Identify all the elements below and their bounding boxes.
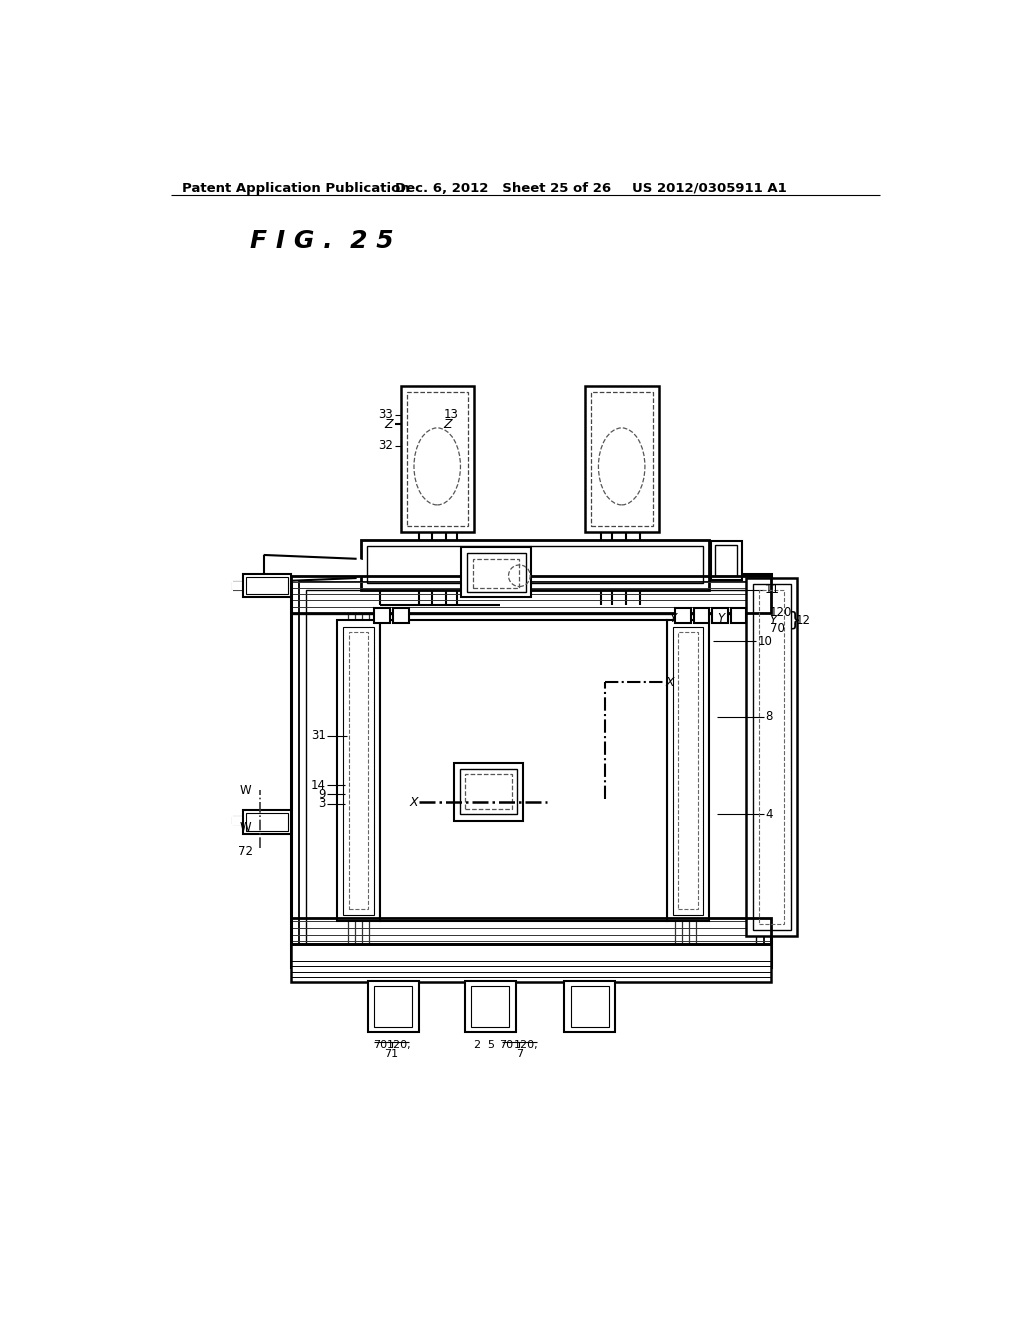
Text: Z: Z: [443, 417, 452, 430]
Bar: [337, 620, 380, 921]
Text: }: }: [788, 611, 801, 630]
Bar: [570, 986, 608, 1027]
Bar: [711, 541, 741, 579]
Text: Y: Y: [669, 612, 676, 626]
Text: 14: 14: [310, 779, 326, 792]
Bar: [360, 540, 710, 590]
Bar: [393, 609, 409, 623]
Polygon shape: [380, 590, 500, 605]
Bar: [471, 986, 509, 1027]
Bar: [400, 385, 474, 532]
Text: F I G .  2 5: F I G . 2 5: [251, 230, 394, 253]
Text: 120,: 120,: [514, 1040, 539, 1049]
Bar: [291, 576, 771, 612]
Bar: [592, 392, 652, 525]
Bar: [667, 620, 710, 921]
Bar: [675, 609, 690, 623]
Bar: [586, 385, 658, 532]
Text: 9: 9: [318, 788, 326, 801]
Text: 2: 2: [473, 1040, 480, 1049]
Text: 70: 70: [373, 1040, 387, 1049]
Text: 70: 70: [770, 622, 784, 635]
Bar: [291, 574, 771, 966]
Bar: [564, 981, 614, 1032]
Bar: [343, 627, 374, 915]
Bar: [291, 944, 771, 982]
Bar: [759, 590, 784, 924]
Polygon shape: [232, 582, 291, 594]
Text: W: W: [240, 821, 252, 834]
Text: Z: Z: [384, 417, 393, 430]
Bar: [460, 770, 517, 814]
Text: 13: 13: [443, 408, 459, 421]
Bar: [673, 627, 703, 915]
Text: Y: Y: [717, 612, 724, 626]
Text: 11: 11: [765, 583, 780, 597]
Bar: [291, 917, 771, 944]
Bar: [454, 763, 523, 821]
Bar: [731, 609, 746, 623]
Text: Patent Application Publication: Patent Application Publication: [182, 182, 410, 194]
Text: X: X: [410, 796, 418, 809]
Bar: [369, 981, 419, 1032]
Text: X: X: [665, 676, 674, 689]
Bar: [407, 392, 468, 525]
Bar: [243, 574, 291, 598]
Bar: [246, 577, 288, 594]
Bar: [380, 620, 667, 921]
Text: 120,: 120,: [387, 1040, 412, 1049]
Text: Dec. 6, 2012   Sheet 25 of 26: Dec. 6, 2012 Sheet 25 of 26: [395, 182, 611, 194]
Bar: [246, 813, 288, 832]
Bar: [299, 582, 764, 960]
Text: 4: 4: [765, 808, 772, 821]
Text: 33: 33: [378, 408, 393, 421]
Bar: [678, 632, 697, 909]
Text: 12: 12: [796, 614, 811, 627]
Text: Y: Y: [770, 614, 777, 627]
Text: 72: 72: [239, 845, 253, 858]
Bar: [461, 548, 531, 598]
Bar: [753, 585, 791, 929]
Bar: [716, 545, 737, 576]
Bar: [367, 545, 703, 583]
Bar: [375, 986, 413, 1027]
Bar: [746, 578, 797, 936]
Text: 120: 120: [770, 606, 793, 619]
Bar: [465, 981, 515, 1032]
Text: US 2012/0305911 A1: US 2012/0305911 A1: [632, 182, 786, 194]
Text: 10: 10: [758, 635, 772, 648]
Bar: [375, 609, 390, 623]
Bar: [349, 632, 369, 909]
Text: 32: 32: [378, 440, 393, 453]
Text: 8: 8: [765, 710, 772, 723]
Bar: [306, 590, 756, 952]
Text: 5: 5: [487, 1040, 495, 1049]
Text: 31: 31: [310, 730, 326, 742]
Text: 3: 3: [318, 797, 326, 810]
Polygon shape: [232, 817, 291, 829]
Text: W: W: [240, 784, 252, 797]
Bar: [465, 775, 512, 809]
Text: 71: 71: [384, 1048, 398, 1059]
Bar: [243, 810, 291, 834]
Bar: [467, 553, 525, 591]
Text: 7: 7: [516, 1048, 523, 1059]
Polygon shape: [263, 554, 369, 582]
Bar: [713, 609, 728, 623]
Bar: [473, 558, 519, 589]
Bar: [693, 609, 710, 623]
Text: 70: 70: [499, 1040, 513, 1049]
